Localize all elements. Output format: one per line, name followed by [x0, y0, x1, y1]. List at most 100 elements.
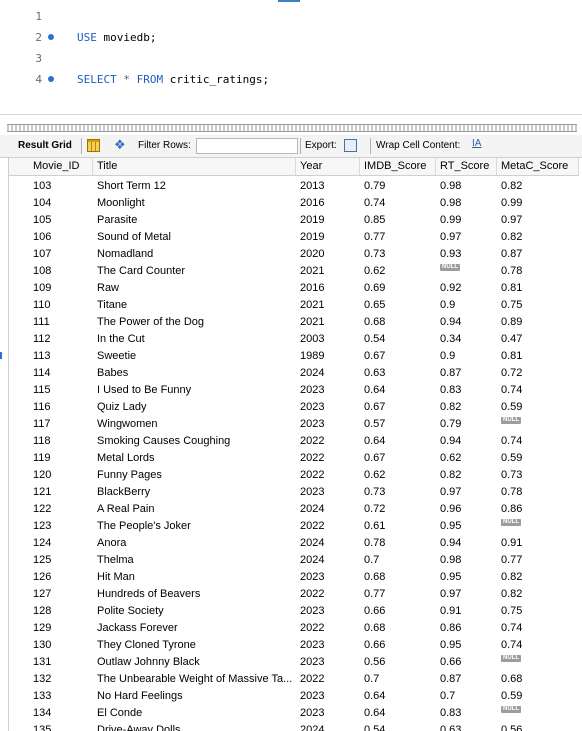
- table-cell[interactable]: 0.54: [364, 333, 386, 345]
- table-cell[interactable]: They Cloned Tyrone: [97, 639, 196, 651]
- table-cell[interactable]: 0.94: [440, 435, 462, 447]
- table-cell[interactable]: 2003: [300, 333, 325, 345]
- table-cell[interactable]: 135: [33, 724, 52, 731]
- table-row[interactable]: 131 Outlaw Johnny Black 2023 0.56 0.66 NULL: [9, 654, 579, 671]
- table-cell[interactable]: Drive-Away Dolls: [97, 724, 181, 731]
- table-row[interactable]: 107 Nomadland 2020 0.73 0.93 0.87: [9, 246, 579, 263]
- table-cell[interactable]: Smoking Causes Coughing: [97, 435, 231, 447]
- table-cell[interactable]: Sound of Metal: [97, 231, 171, 243]
- table-cell[interactable]: 0.87: [440, 367, 462, 379]
- table-cell[interactable]: 106: [33, 231, 52, 243]
- table-cell[interactable]: 2023: [300, 571, 325, 583]
- column-header[interactable]: Movie_ID: [29, 158, 93, 175]
- table-cell[interactable]: 0.94: [440, 316, 462, 328]
- table-cell[interactable]: 0.66: [364, 639, 386, 651]
- table-cell[interactable]: 2019: [300, 214, 325, 226]
- table-cell[interactable]: 130: [33, 639, 52, 651]
- table-cell[interactable]: Parasite: [97, 214, 138, 226]
- table-cell[interactable]: 125: [33, 554, 52, 566]
- table-cell[interactable]: 108: [33, 265, 52, 277]
- table-cell[interactable]: NULL: [436, 263, 497, 280]
- table-cell[interactable]: 2021: [300, 299, 325, 311]
- table-row[interactable]: 118 Smoking Causes Coughing 2022 0.64 0.94 0.…: [9, 433, 579, 450]
- table-cell[interactable]: 0.69: [364, 282, 386, 294]
- table-cell[interactable]: No Hard Feelings: [97, 690, 183, 702]
- table-cell[interactable]: 0.64: [364, 690, 386, 702]
- table-cell[interactable]: 116: [33, 401, 51, 413]
- table-cell[interactable]: 134: [33, 707, 52, 719]
- table-cell[interactable]: 0.91: [440, 605, 462, 617]
- table-cell[interactable]: 2022: [300, 435, 325, 447]
- table-cell[interactable]: 0.83: [440, 384, 462, 396]
- table-row[interactable]: 114 Babes 2024 0.63 0.87 0.72: [9, 365, 579, 382]
- table-cell[interactable]: 0.74: [501, 384, 523, 396]
- table-cell[interactable]: 0.82: [501, 588, 523, 600]
- table-cell[interactable]: 0.9: [440, 350, 456, 362]
- table-row[interactable]: 116 Quiz Lady 2023 0.67 0.82 0.59: [9, 399, 579, 416]
- table-cell[interactable]: 0.94: [440, 537, 462, 549]
- table-cell[interactable]: Hundreds of Beavers: [97, 588, 201, 600]
- table-cell[interactable]: 0.64: [364, 384, 386, 396]
- table-cell[interactable]: 0.74: [501, 435, 523, 447]
- column-header[interactable]: RT_Score: [436, 158, 497, 175]
- table-cell[interactable]: Wingwomen: [97, 418, 158, 430]
- table-cell[interactable]: 0.99: [501, 197, 523, 209]
- table-cell[interactable]: 0.86: [501, 503, 523, 515]
- table-cell[interactable]: 2021: [300, 316, 325, 328]
- table-row[interactable]: 135 Drive-Away Dolls 2024 0.54 0.63 0.56: [9, 722, 579, 731]
- table-cell[interactable]: Jackass Forever: [97, 622, 178, 634]
- table-cell[interactable]: 2023: [300, 656, 325, 668]
- table-cell[interactable]: 2024: [300, 367, 325, 379]
- table-cell[interactable]: 0.62: [364, 265, 386, 277]
- table-cell[interactable]: 107: [33, 248, 52, 260]
- table-cell[interactable]: 2016: [300, 197, 325, 209]
- table-cell[interactable]: 0.86: [440, 622, 462, 634]
- table-cell[interactable]: Thelma: [97, 554, 134, 566]
- table-cell[interactable]: 0.62: [364, 469, 386, 481]
- table-cell[interactable]: Sweetie: [97, 350, 137, 362]
- table-cell[interactable]: 131: [33, 656, 52, 668]
- table-cell[interactable]: 2023: [300, 707, 325, 719]
- table-cell[interactable]: 0.57: [364, 418, 386, 430]
- table-cell[interactable]: 2023: [300, 418, 325, 430]
- table-cell[interactable]: 0.82: [440, 401, 462, 413]
- table-cell[interactable]: 2022: [300, 452, 325, 464]
- table-cell[interactable]: 2023: [300, 690, 325, 702]
- table-row[interactable]: 106 Sound of Metal 2019 0.77 0.97 0.82: [9, 229, 579, 246]
- table-cell[interactable]: 0.97: [440, 231, 462, 243]
- table-cell[interactable]: Raw: [97, 282, 120, 294]
- table-row[interactable]: 133 No Hard Feelings 2023 0.64 0.7 0.59: [9, 688, 579, 705]
- table-cell[interactable]: 0.7: [364, 673, 380, 685]
- table-cell[interactable]: 0.75: [501, 299, 523, 311]
- table-cell[interactable]: 0.82: [501, 231, 523, 243]
- table-cell[interactable]: 0.89: [501, 316, 523, 328]
- table-cell[interactable]: 0.95: [440, 520, 462, 532]
- table-cell[interactable]: NULL: [497, 705, 579, 722]
- table-cell[interactable]: 122: [33, 503, 52, 515]
- table-cell[interactable]: 126: [33, 571, 52, 583]
- table-cell[interactable]: 0.74: [501, 639, 523, 651]
- editor-line[interactable]: 4 SELECT * FROM critic_ratings;: [0, 69, 582, 89]
- table-cell[interactable]: 0.82: [501, 571, 523, 583]
- table-cell[interactable]: 0.93: [440, 248, 462, 260]
- table-cell[interactable]: 0.98: [440, 180, 462, 192]
- table-cell[interactable]: 105: [33, 214, 52, 226]
- table-row[interactable]: 123 The People's Joker 2022 0.61 0.95 NULL: [9, 518, 579, 535]
- table-cell[interactable]: 0.59: [501, 401, 523, 413]
- table-row[interactable]: 134 El Conde 2023 0.64 0.83 NULL: [9, 705, 579, 722]
- table-cell[interactable]: 114: [33, 367, 51, 379]
- table-cell[interactable]: Moonlight: [97, 197, 145, 209]
- table-cell[interactable]: 0.78: [501, 486, 523, 498]
- table-row[interactable]: 126 Hit Man 2023 0.68 0.95 0.82: [9, 569, 579, 586]
- table-cell[interactable]: 0.83: [440, 707, 462, 719]
- table-cell[interactable]: 2016: [300, 282, 325, 294]
- table-cell[interactable]: 0.47: [501, 333, 523, 345]
- table-cell[interactable]: 0.74: [501, 622, 523, 634]
- table-cell[interactable]: Hit Man: [97, 571, 135, 583]
- table-cell[interactable]: I Used to Be Funny: [97, 384, 192, 396]
- filter-icon[interactable]: ❖: [114, 137, 126, 152]
- table-cell[interactable]: Quiz Lady: [97, 401, 147, 413]
- table-cell[interactable]: 2024: [300, 537, 325, 549]
- table-row[interactable]: 105 Parasite 2019 0.85 0.99 0.97: [9, 212, 579, 229]
- table-cell[interactable]: The Card Counter: [97, 265, 186, 277]
